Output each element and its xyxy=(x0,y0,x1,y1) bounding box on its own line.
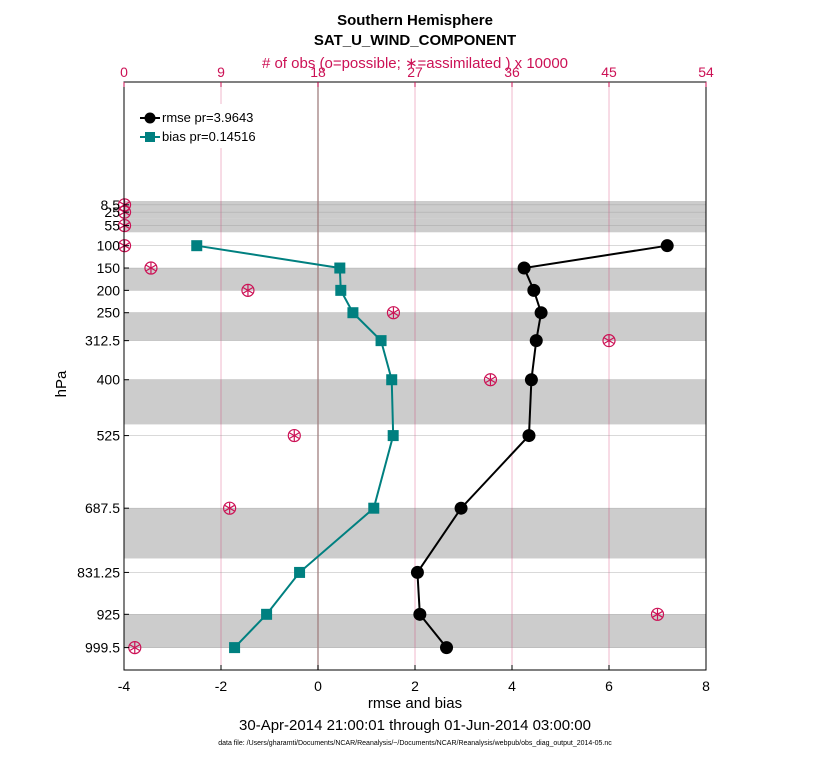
bias-point xyxy=(335,284,347,296)
x-tick-label: 6 xyxy=(605,678,613,694)
y-tick-label: 100 xyxy=(97,238,121,254)
grid-lines xyxy=(124,82,706,670)
legend: rmse pr=3.9643 bias pr=0.14516 xyxy=(132,104,280,148)
y-tick-label: 25 xyxy=(104,204,120,220)
y-tick-label: 150 xyxy=(97,260,121,276)
y-tick-label: 831.25 xyxy=(77,564,120,580)
top-tick-label: 45 xyxy=(601,64,617,80)
bias-point xyxy=(229,642,241,654)
top-tick-label: 9 xyxy=(217,64,225,80)
date-range: 30-Apr-2014 21:00:01 through 01-Jun-2014… xyxy=(239,717,591,734)
chart-subtitle: SAT_U_WIND_COMPONENT xyxy=(314,32,516,49)
y-tick-label: 312.5 xyxy=(85,333,120,349)
y-tick-label: 999.5 xyxy=(85,640,120,656)
series-line-0 xyxy=(416,244,668,649)
x-tick-label: 0 xyxy=(314,678,322,694)
bias-point xyxy=(386,374,398,386)
obs-possible-marker xyxy=(483,373,498,387)
top-tick-label: 36 xyxy=(504,64,520,80)
top-tick-label: 27 xyxy=(407,64,423,80)
legend-rmse-marker xyxy=(144,112,156,124)
bias-point xyxy=(368,502,380,514)
chart-title: Southern Hemisphere xyxy=(337,12,493,29)
rmse-point xyxy=(529,334,543,348)
obs-possible-marker xyxy=(287,428,301,443)
obs-possible-marker xyxy=(117,205,132,219)
x-tick-label: -4 xyxy=(118,678,131,694)
top-tick-label: 18 xyxy=(310,64,326,80)
rmse-point xyxy=(660,239,674,253)
legend-bias-marker xyxy=(145,132,155,142)
bias-point xyxy=(294,566,306,578)
y-tick-label: 687.5 xyxy=(85,500,120,516)
obs-possible-marker xyxy=(241,283,255,297)
data-file-footnote: data file: /Users/gharamti/Documents/NCA… xyxy=(218,740,612,747)
bias-point xyxy=(375,335,387,347)
y-tick-label: 250 xyxy=(97,305,121,321)
y-tick-label: 400 xyxy=(97,372,121,388)
obs-possible-marker xyxy=(223,501,237,515)
rmse-point xyxy=(534,306,548,320)
y-tick-label: 200 xyxy=(97,282,121,298)
obs-assimilated-marker xyxy=(224,502,235,514)
obs-assimilated-marker xyxy=(129,642,140,654)
y-tick-label: 525 xyxy=(97,428,121,444)
top-axis-label: # of obs (o=possible; ∗=assimilated ) x … xyxy=(262,55,568,72)
bias-point xyxy=(387,430,399,442)
bias-point xyxy=(334,262,346,274)
y-axis-label: hPa xyxy=(53,370,70,397)
rmse-point xyxy=(517,261,531,275)
x-tick-label: 4 xyxy=(508,678,516,694)
x-tick-label: 2 xyxy=(411,678,419,694)
rmse-point xyxy=(440,641,454,655)
x-tick-label: 8 xyxy=(702,678,710,694)
obs-assimilated-marker xyxy=(603,335,615,347)
y-tick-label: 8.5 xyxy=(101,197,121,213)
obs-assimilated-marker xyxy=(652,608,663,620)
rmse-point xyxy=(527,283,541,297)
obs-possible-marker xyxy=(117,239,132,253)
series-lines xyxy=(191,239,674,655)
obs-possible-marker xyxy=(650,607,665,621)
rmse-point xyxy=(410,565,424,579)
bias-point xyxy=(191,240,203,252)
bias-point xyxy=(347,307,359,319)
y-tick-label: 55 xyxy=(104,218,120,234)
top-tick-label: 0 xyxy=(120,64,128,80)
legend-box xyxy=(132,104,280,148)
legend-bias-label: bias pr=0.14516 xyxy=(162,129,256,144)
obs-assimilated-marker xyxy=(145,262,157,274)
obs-markers xyxy=(117,198,665,655)
obs-assimilated-marker xyxy=(289,430,300,442)
y-tick-label: 925 xyxy=(97,606,121,622)
rmse-point xyxy=(413,607,427,621)
series-line-1 xyxy=(196,244,395,649)
obs-possible-marker xyxy=(602,334,616,348)
obs-assimilated-marker xyxy=(388,307,399,319)
obs-possible-marker xyxy=(144,261,158,275)
obs-possible-marker xyxy=(386,306,401,320)
bias-point xyxy=(261,608,273,620)
obs-assimilated-marker xyxy=(242,284,254,296)
obs-assimilated-marker xyxy=(485,374,496,386)
top-tick-label: 54 xyxy=(698,64,714,80)
obs-possible-marker xyxy=(117,218,132,233)
legend-rmse-label: rmse pr=3.9643 xyxy=(162,110,253,125)
x-axis-label: rmse and bias xyxy=(368,695,462,712)
rmse-point xyxy=(524,373,538,387)
x-tick-label: -2 xyxy=(215,678,228,694)
rmse-point xyxy=(454,501,468,515)
rmse-point xyxy=(522,429,536,443)
